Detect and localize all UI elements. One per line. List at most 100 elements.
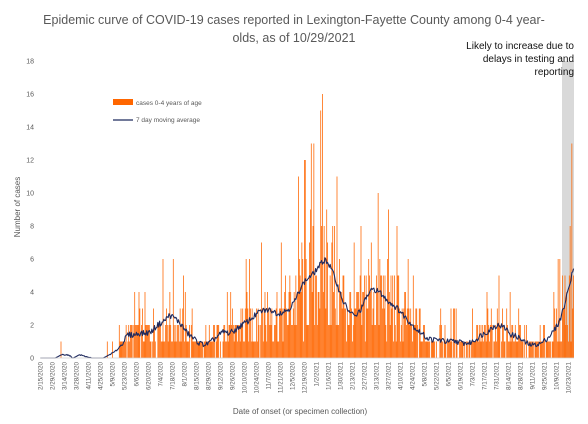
case-bar (328, 325, 330, 358)
case-bar (286, 308, 287, 358)
case-bar (172, 259, 174, 358)
shaded-region-note: Likely to increase due to delays in test… (466, 41, 574, 78)
y-tick-label: 14 (26, 125, 34, 132)
case-bar (106, 341, 108, 358)
case-bar (310, 209, 311, 358)
case-bar (433, 341, 435, 358)
note-line-1: Likely to increase due to (466, 41, 574, 52)
x-tick-label: 6/5/2021 (445, 362, 452, 387)
case-bar (407, 259, 409, 358)
case-bar (432, 341, 434, 358)
case-bar (196, 341, 198, 358)
x-tick-label: 10/24/2020 (253, 362, 260, 394)
case-bar (299, 275, 301, 358)
case-bar (418, 308, 420, 358)
case-bar (154, 341, 156, 358)
case-bar (348, 325, 350, 358)
case-bar (555, 325, 556, 358)
case-bar (540, 341, 542, 358)
case-bar (570, 341, 572, 358)
case-bar (245, 259, 247, 358)
case-bar (451, 341, 453, 358)
case-bar (445, 341, 447, 358)
case-bar (478, 341, 479, 358)
case-bar (286, 325, 288, 358)
x-tick-label: 4/24/2021 (409, 362, 416, 391)
case-bar (279, 308, 280, 358)
case-bar (316, 275, 317, 358)
case-bar (256, 308, 257, 358)
case-bar (394, 275, 395, 358)
case-bar (181, 325, 183, 358)
case-bar (254, 341, 256, 358)
case-bar (466, 341, 467, 358)
case-bar (368, 259, 370, 358)
case-bar (239, 341, 241, 358)
case-bar (385, 325, 387, 358)
case-bar (237, 341, 238, 358)
x-tick-label: 1/16/2021 (325, 362, 332, 391)
x-tick-label: 3/27/2021 (385, 362, 392, 391)
case-bar (197, 341, 199, 358)
case-bar (213, 325, 214, 358)
case-bar (502, 325, 504, 358)
case-bar (298, 259, 300, 358)
case-bar (430, 341, 432, 358)
case-bar (178, 341, 180, 358)
case-bar (146, 325, 148, 358)
case-bar (469, 341, 471, 358)
case-bar (379, 259, 381, 358)
case-bar (311, 292, 313, 358)
case-bar (292, 308, 294, 358)
case-bar (548, 341, 550, 358)
case-bar (504, 341, 506, 358)
case-bar (352, 325, 354, 358)
case-bar (322, 94, 323, 358)
case-bar (558, 341, 560, 358)
x-tick-label: 8/29/2020 (205, 362, 212, 391)
case-bar (495, 325, 496, 358)
case-bar (565, 325, 567, 358)
case-bar (538, 341, 539, 358)
case-bar (421, 341, 423, 358)
case-bar (258, 325, 260, 358)
case-bar (133, 325, 135, 358)
x-tick-label: 5/22/2021 (433, 362, 440, 391)
case-bar (424, 341, 426, 358)
case-bar (436, 341, 437, 358)
case-bar (345, 308, 346, 358)
case-bar (394, 325, 396, 358)
case-bar (350, 292, 352, 358)
x-tick-label: 2/27/2021 (361, 362, 368, 391)
case-bar (184, 341, 185, 358)
moving-average-line (40, 257, 575, 359)
case-bar (422, 341, 424, 358)
case-bar (333, 292, 334, 358)
case-bar (556, 341, 558, 358)
case-bar (167, 341, 169, 358)
case-bar (224, 325, 226, 358)
case-bar (367, 308, 369, 358)
case-bar (283, 308, 285, 358)
case-bar (123, 341, 124, 358)
chart-title-line-2: olds, as of 10/29/2021 (232, 31, 355, 45)
case-bar (112, 341, 113, 358)
case-bar (273, 341, 274, 358)
case-bar (449, 341, 451, 358)
case-bar (160, 325, 161, 358)
case-bar (193, 341, 195, 358)
case-bar (232, 325, 234, 358)
case-bar (208, 341, 209, 358)
case-bar (232, 308, 233, 358)
case-bar (536, 341, 538, 358)
case-bar (568, 275, 570, 358)
case-bar (268, 325, 270, 358)
case-bar (160, 341, 162, 358)
case-bar (204, 341, 206, 358)
case-bar (125, 325, 127, 358)
case-bar (297, 292, 298, 358)
case-bar (341, 308, 343, 358)
case-bar (434, 341, 436, 358)
case-bar (516, 341, 518, 358)
case-bar (357, 292, 358, 358)
